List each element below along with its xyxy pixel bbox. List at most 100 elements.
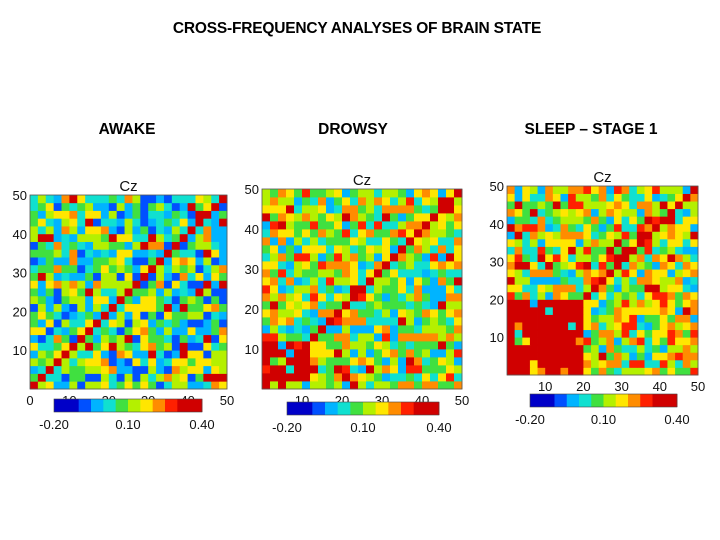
heatmap-cell xyxy=(398,293,407,302)
heatmap-cell xyxy=(446,349,455,358)
heatmap-cell xyxy=(37,195,47,204)
heatmap-cell xyxy=(100,373,110,382)
y-tick-label: 50 xyxy=(245,182,259,197)
heatmap-cell xyxy=(690,186,699,194)
heatmap-cell xyxy=(422,277,431,286)
heatmap-cell xyxy=(187,381,196,390)
heatmap-cell xyxy=(195,202,204,211)
heatmap-cell xyxy=(507,216,516,225)
heatmap-cell xyxy=(446,301,455,310)
heatmap-cell xyxy=(568,352,577,361)
heatmap-cell xyxy=(262,301,271,310)
heatmap-cell xyxy=(93,295,102,305)
heatmap-cell xyxy=(148,226,157,235)
heatmap-cell xyxy=(583,269,592,278)
heatmap-cell xyxy=(116,303,125,312)
heatmap-cell xyxy=(278,261,287,270)
heatmap-cell xyxy=(53,210,62,219)
heatmap-cell xyxy=(545,284,554,293)
heatmap-cell xyxy=(286,189,295,198)
heatmap-cell xyxy=(613,231,622,240)
heatmap-cell xyxy=(93,381,102,390)
heatmap-cell xyxy=(659,352,668,361)
heatmap-cell xyxy=(211,202,220,211)
heatmap-cell xyxy=(124,195,133,204)
heatmap-cell xyxy=(568,314,577,323)
heatmap-cell xyxy=(342,237,351,246)
heatmap-cell xyxy=(522,238,531,247)
heatmap-cell xyxy=(366,357,375,366)
heatmap-cell xyxy=(606,314,615,323)
heatmap-cell xyxy=(116,210,125,219)
heatmap-cell xyxy=(100,264,110,273)
heatmap-cell xyxy=(560,216,569,225)
heatmap-cell xyxy=(374,341,383,350)
heatmap-cell xyxy=(179,202,188,211)
heatmap-cell xyxy=(318,197,327,206)
heatmap-title: Cz xyxy=(119,178,137,195)
heatmap-cell xyxy=(366,381,375,390)
x-tick-label: 50 xyxy=(220,393,234,408)
heatmap-cell xyxy=(514,261,523,270)
colorbar-segment xyxy=(640,394,653,407)
heatmap-cell xyxy=(45,295,55,305)
heatmap-cell xyxy=(606,359,615,368)
heatmap-cell xyxy=(652,344,661,353)
heatmap-cell xyxy=(294,309,303,318)
heatmap-cell xyxy=(85,202,94,211)
heatmap-cell xyxy=(61,381,70,390)
heatmap-cell xyxy=(310,245,319,254)
heatmap-cell xyxy=(552,291,561,300)
heatmap-cell xyxy=(211,280,220,289)
heatmap-cell xyxy=(606,329,615,338)
heatmap-cell xyxy=(163,303,173,312)
heatmap-cell xyxy=(179,311,188,320)
heatmap-cell xyxy=(179,326,188,336)
heatmap-cell xyxy=(667,359,676,368)
heatmap-cell xyxy=(116,264,125,273)
heatmap-cell xyxy=(30,264,39,273)
heatmap-cell xyxy=(37,303,47,312)
colorbar xyxy=(529,393,678,408)
heatmap-cell xyxy=(583,231,592,240)
heatmap-cell xyxy=(690,261,699,270)
heatmap-cell xyxy=(100,233,110,242)
heatmap-cell xyxy=(583,284,592,293)
heatmap-cell xyxy=(203,264,212,273)
heatmap-cell xyxy=(270,229,279,238)
heatmap-cell xyxy=(575,306,584,315)
heatmap-cell xyxy=(132,218,141,227)
heatmap-cell xyxy=(644,344,653,353)
heatmap-cell xyxy=(552,186,561,194)
heatmap-cell xyxy=(45,319,55,328)
heatmap-cell xyxy=(270,205,279,214)
heatmap-cell xyxy=(53,218,62,227)
heatmap-cell xyxy=(132,249,141,258)
heatmap-cell xyxy=(286,205,295,214)
heatmap-cell xyxy=(286,229,295,238)
heatmap-cell xyxy=(398,221,407,230)
heatmap-cell xyxy=(310,373,319,382)
heatmap-cell xyxy=(350,197,359,206)
heatmap-cell xyxy=(69,342,78,351)
heatmap-cell xyxy=(598,306,607,315)
heatmap-cell xyxy=(140,272,149,281)
heatmap-cell xyxy=(156,264,165,273)
heatmap-cell xyxy=(108,350,118,359)
heatmap-cell xyxy=(262,253,271,262)
heatmap-cell xyxy=(124,381,133,390)
heatmap-cell xyxy=(171,357,181,367)
heatmap-cell xyxy=(430,261,439,270)
heatmap-cell xyxy=(45,381,55,390)
colorbar-segment xyxy=(413,402,427,415)
heatmap-cell xyxy=(310,237,319,246)
heatmap-cell xyxy=(675,284,684,293)
heatmap-cell xyxy=(406,309,415,318)
heatmap-cell xyxy=(85,218,94,227)
heatmap-cell xyxy=(446,341,455,350)
heatmap-cell xyxy=(53,195,62,204)
heatmap-cell xyxy=(163,241,173,250)
heatmap-cell xyxy=(140,303,149,312)
heatmap-cell xyxy=(382,197,391,206)
heatmap-cell xyxy=(211,334,220,343)
